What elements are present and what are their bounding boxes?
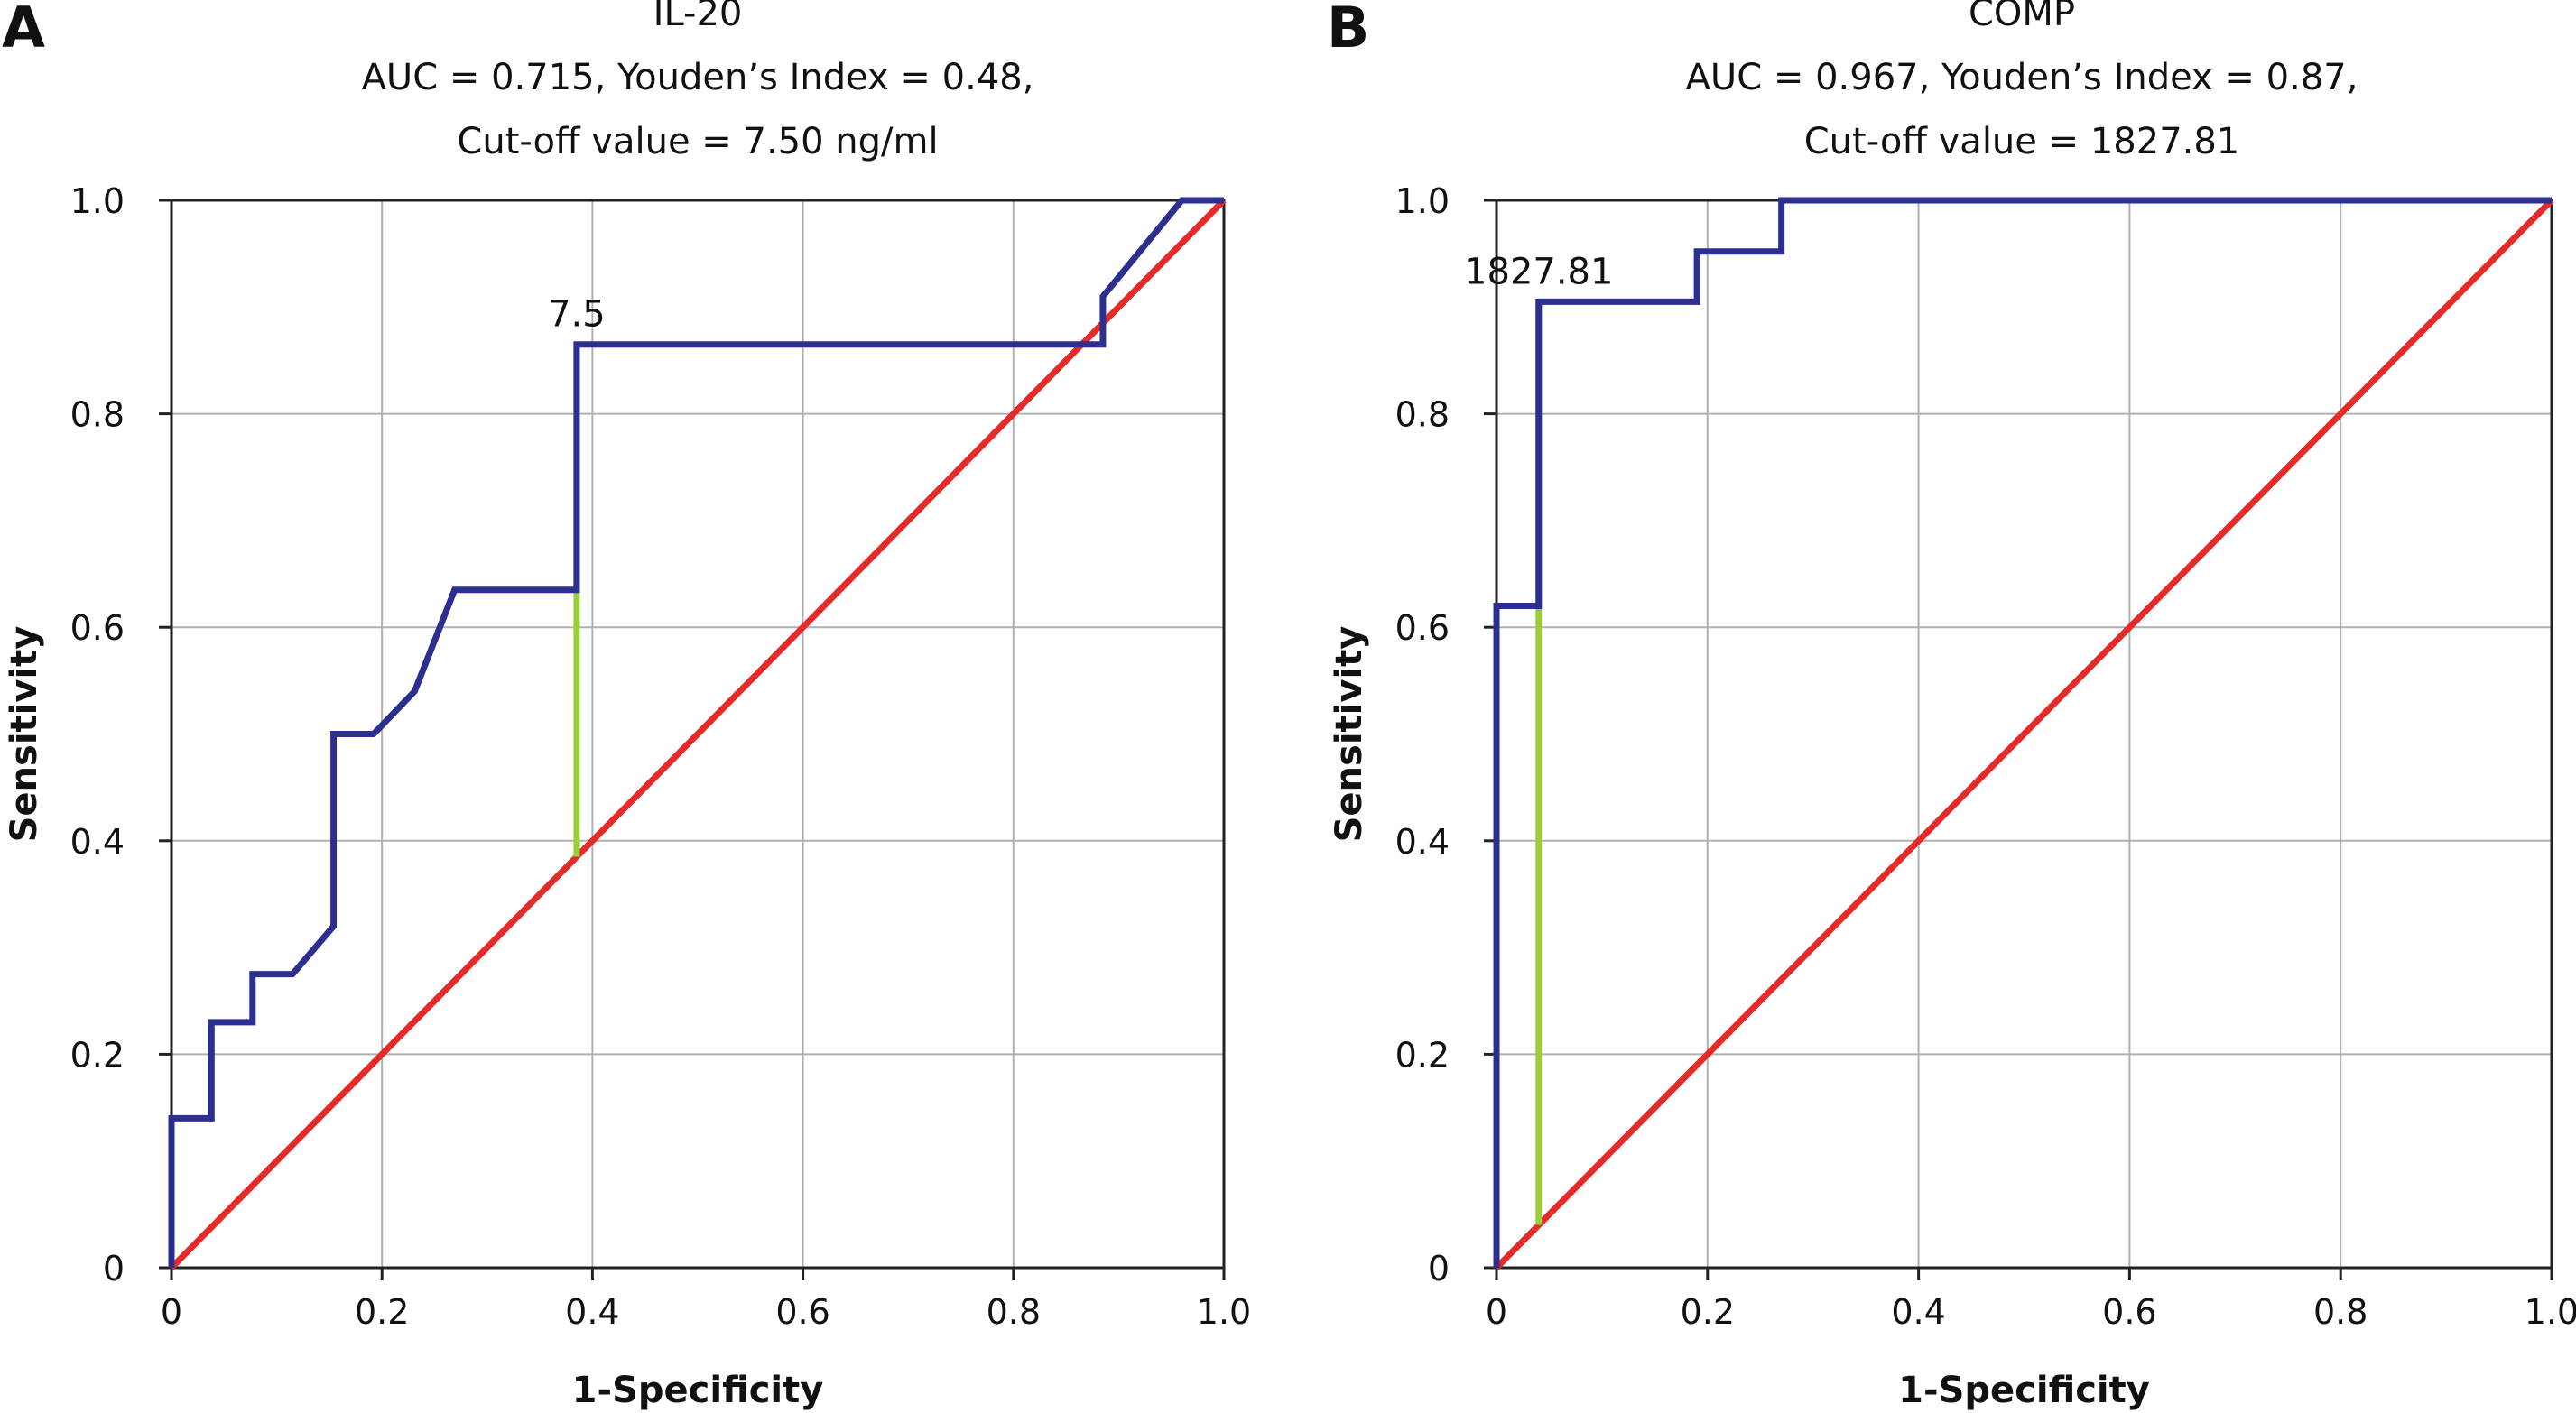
x-tick-label: 0.6 [2102, 1292, 2156, 1332]
panel-b-comp-roc: B COMP AUC = 0.967, Youden’s Index = 0.87,… [1327, 0, 2576, 1411]
chart-title-line: Cut-off value = 7.50 ng/ml [457, 121, 938, 162]
y-tick-label: 0.4 [70, 822, 125, 862]
panel-letter: A [2, 0, 45, 60]
x-tick-label: 0.2 [355, 1292, 409, 1332]
x-tick-label: 0 [161, 1292, 182, 1332]
chart-title-line: Cut-off value = 1827.81 [1804, 121, 2240, 162]
chart-title-line: IL-20 [653, 0, 743, 34]
x-tick-label: 0.4 [1891, 1292, 1945, 1332]
chart-title-line: AUC = 0.967, Youden’s Index = 0.87, [1686, 57, 2358, 98]
y-tick-label: 0.4 [1395, 822, 1450, 862]
chart-title-line: COMP [1969, 0, 2075, 34]
cutoff-annotation: 1827.81 [1464, 251, 1613, 292]
x-tick-label: 0.6 [775, 1292, 829, 1332]
y-tick-label: 0.6 [70, 608, 125, 648]
chart-title-line: AUC = 0.715, Youden’s Index = 0.48, [362, 57, 1034, 98]
reference-curve [169, 198, 1227, 1270]
x-tick-label: 0.8 [2313, 1292, 2368, 1332]
y-tick-label: 0.2 [70, 1035, 125, 1075]
x-tick-label: 1.0 [1197, 1292, 1251, 1332]
panel-letter: B [1327, 0, 1369, 60]
plot-frame [170, 199, 1226, 1270]
y-tick-label: 0 [103, 1249, 125, 1288]
x-tick-label: 0.8 [987, 1292, 1041, 1332]
reference-curve [1494, 198, 2554, 1270]
y-tick-label: 0.8 [70, 395, 125, 435]
y-axis-label: Sensitivity [4, 626, 45, 843]
roc-curve [168, 197, 1224, 1268]
roc-curve [1493, 197, 2552, 1268]
y-tick-label: 1.0 [70, 181, 125, 221]
y-tick-label: 0.8 [1395, 395, 1450, 435]
panel-a-il20-roc: A IL-20 AUC = 0.715, Youden’s Index = 0.48… [2, 0, 1251, 1411]
x-axis-label: 1-Specificity [572, 1370, 824, 1411]
y-tick-label: 0 [1428, 1249, 1450, 1288]
y-tick-label: 0.6 [1395, 608, 1450, 648]
x-tick-label: 0 [1486, 1292, 1507, 1332]
cutoff-annotation: 7.5 [548, 294, 606, 336]
x-axis-label: 1-Specificity [1898, 1370, 2150, 1411]
y-axis-label: Sensitivity [1329, 626, 1370, 843]
x-tick-label: 0.2 [1681, 1292, 1735, 1332]
y-tick-label: 1.0 [1395, 181, 1450, 221]
x-tick-label: 0.4 [565, 1292, 619, 1332]
x-tick-label: 1.0 [2525, 1292, 2576, 1332]
y-tick-label: 0.2 [1395, 1035, 1450, 1075]
